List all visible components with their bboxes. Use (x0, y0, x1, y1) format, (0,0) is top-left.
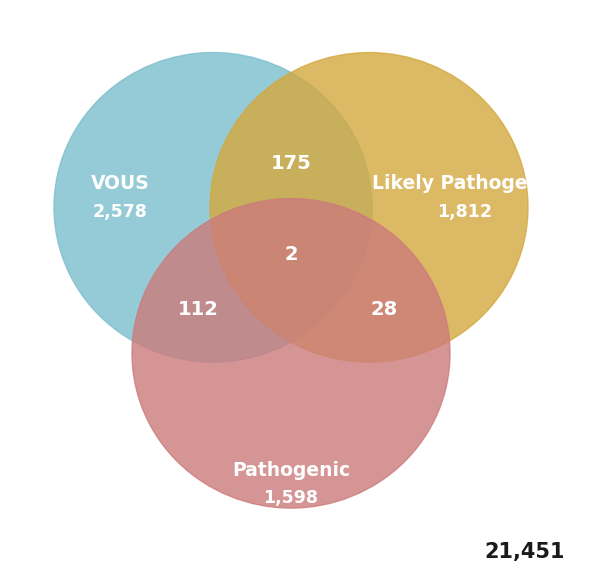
Text: 112: 112 (178, 300, 218, 319)
Text: 175: 175 (271, 154, 311, 173)
Circle shape (210, 53, 528, 362)
Text: 2: 2 (284, 245, 298, 263)
Text: 1,812: 1,812 (437, 203, 493, 221)
Text: 2,578: 2,578 (92, 203, 148, 221)
Circle shape (54, 53, 372, 362)
Text: 28: 28 (370, 300, 398, 319)
Text: Likely Pathogenic: Likely Pathogenic (371, 175, 559, 193)
Text: 1,598: 1,598 (263, 489, 319, 507)
Text: VOUS: VOUS (91, 175, 149, 193)
Text: Pathogenic: Pathogenic (232, 461, 350, 479)
Circle shape (132, 199, 450, 508)
Text: 21,451: 21,451 (485, 542, 565, 562)
